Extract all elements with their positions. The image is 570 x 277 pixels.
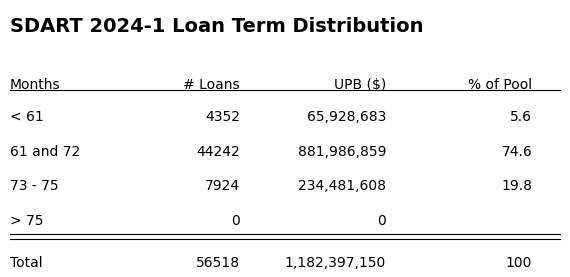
- Text: 881,986,859: 881,986,859: [298, 145, 386, 159]
- Text: 7924: 7924: [205, 179, 240, 193]
- Text: Months: Months: [10, 78, 60, 93]
- Text: 65,928,683: 65,928,683: [307, 110, 386, 124]
- Text: 61 and 72: 61 and 72: [10, 145, 80, 159]
- Text: 1,182,397,150: 1,182,397,150: [285, 256, 386, 270]
- Text: 100: 100: [506, 256, 532, 270]
- Text: SDART 2024-1 Loan Term Distribution: SDART 2024-1 Loan Term Distribution: [10, 17, 424, 37]
- Text: 0: 0: [377, 214, 386, 228]
- Text: 56518: 56518: [196, 256, 240, 270]
- Text: 4352: 4352: [205, 110, 240, 124]
- Text: # Loans: # Loans: [184, 78, 240, 93]
- Text: 74.6: 74.6: [502, 145, 532, 159]
- Text: 0: 0: [231, 214, 240, 228]
- Text: 73 - 75: 73 - 75: [10, 179, 58, 193]
- Text: 19.8: 19.8: [501, 179, 532, 193]
- Text: 5.6: 5.6: [510, 110, 532, 124]
- Text: < 61: < 61: [10, 110, 43, 124]
- Text: 44242: 44242: [196, 145, 240, 159]
- Text: 234,481,608: 234,481,608: [298, 179, 386, 193]
- Text: % of Pool: % of Pool: [468, 78, 532, 93]
- Text: UPB ($): UPB ($): [334, 78, 386, 93]
- Text: Total: Total: [10, 256, 42, 270]
- Text: > 75: > 75: [10, 214, 43, 228]
